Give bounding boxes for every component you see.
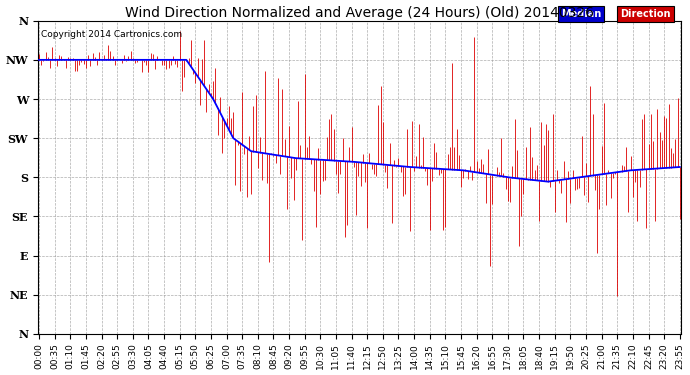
Text: Median: Median xyxy=(561,9,602,19)
Text: Copyright 2014 Cartronics.com: Copyright 2014 Cartronics.com xyxy=(41,30,182,39)
Title: Wind Direction Normalized and Average (24 Hours) (Old) 20140326: Wind Direction Normalized and Average (2… xyxy=(125,6,594,20)
Text: Direction: Direction xyxy=(620,9,671,19)
